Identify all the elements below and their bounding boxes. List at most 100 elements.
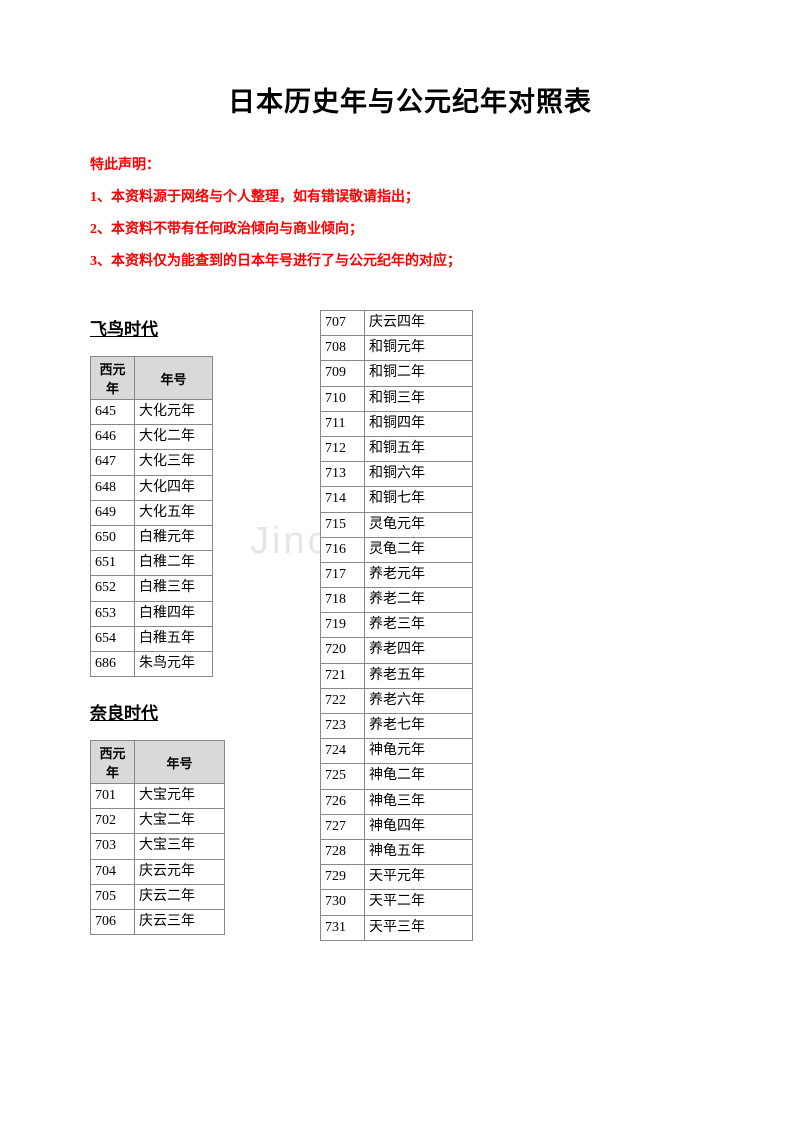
- asuka-table: 西元年 年号 645大化元年646大化二年647大化三年648大化四年649大化…: [90, 356, 213, 677]
- cell-era: 灵龟元年: [365, 512, 473, 537]
- cell-year: 721: [321, 663, 365, 688]
- cell-year: 648: [91, 475, 135, 500]
- cell-year: 713: [321, 462, 365, 487]
- cell-era: 大宝元年: [135, 784, 225, 809]
- table-header-row: 西元年 年号: [91, 741, 225, 784]
- cell-year: 724: [321, 739, 365, 764]
- cell-era: 养老二年: [365, 588, 473, 613]
- cell-era: 天平三年: [365, 915, 473, 940]
- cell-era: 白稚三年: [135, 576, 213, 601]
- cell-era: 大宝三年: [135, 834, 225, 859]
- table-row: 720养老四年: [321, 638, 473, 663]
- cell-era: 大化五年: [135, 500, 213, 525]
- table-row: 645大化元年: [91, 400, 213, 425]
- cell-era: 大化元年: [135, 400, 213, 425]
- cell-year: 726: [321, 789, 365, 814]
- cell-year: 703: [91, 834, 135, 859]
- cell-year: 715: [321, 512, 365, 537]
- table-header-row: 西元年 年号: [91, 357, 213, 400]
- table-row: 706庆云三年: [91, 910, 225, 935]
- cell-era: 和铜三年: [365, 386, 473, 411]
- table-row: 717养老元年: [321, 562, 473, 587]
- table-row: 712和铜五年: [321, 436, 473, 461]
- cell-year: 714: [321, 487, 365, 512]
- cell-year: 701: [91, 784, 135, 809]
- cell-year: 730: [321, 890, 365, 915]
- cell-year: 702: [91, 809, 135, 834]
- table-row: 715灵龟元年: [321, 512, 473, 537]
- cell-year: 717: [321, 562, 365, 587]
- cell-year: 712: [321, 436, 365, 461]
- table-row: 721养老五年: [321, 663, 473, 688]
- page-title: 日本历史年与公元纪年对照表: [90, 80, 730, 119]
- cell-year: 705: [91, 884, 135, 909]
- cell-era: 天平元年: [365, 865, 473, 890]
- table-row: 723养老七年: [321, 714, 473, 739]
- declaration-line: 3、本资料仅为能查到的日本年号进行了与公元纪年的对应；: [90, 250, 730, 270]
- nara-table-2: 707庆云四年708和铜元年709和铜二年710和铜三年711和铜四年712和铜…: [320, 310, 473, 941]
- cell-year: 728: [321, 839, 365, 864]
- cell-era: 庆云四年: [365, 311, 473, 336]
- table-row: 725神龟二年: [321, 764, 473, 789]
- cell-year: 707: [321, 311, 365, 336]
- cell-era: 白稚二年: [135, 551, 213, 576]
- cell-year: 710: [321, 386, 365, 411]
- table-row: 716灵龟二年: [321, 537, 473, 562]
- cell-era: 大化三年: [135, 450, 213, 475]
- table-row: 724神龟元年: [321, 739, 473, 764]
- cell-year: 654: [91, 626, 135, 651]
- table-row: 713和铜六年: [321, 462, 473, 487]
- cell-year: 646: [91, 425, 135, 450]
- table-row: 711和铜四年: [321, 411, 473, 436]
- cell-year: 716: [321, 537, 365, 562]
- declaration-line: 2、本资料不带有任何政治倾向与商业倾向；: [90, 218, 730, 238]
- cell-year: 653: [91, 601, 135, 626]
- declaration-header: 特此声明：: [90, 154, 730, 174]
- nara-table-1: 西元年 年号 701大宝元年702大宝二年703大宝三年704庆云元年705庆云…: [90, 740, 225, 935]
- table-row: 708和铜元年: [321, 336, 473, 361]
- cell-year: 708: [321, 336, 365, 361]
- cell-era: 白稚元年: [135, 525, 213, 550]
- cell-year: 725: [321, 764, 365, 789]
- table-row: 730天平二年: [321, 890, 473, 915]
- cell-year: 686: [91, 651, 135, 676]
- cell-era: 灵龟二年: [365, 537, 473, 562]
- cell-era: 和铜五年: [365, 436, 473, 461]
- cell-year: 706: [91, 910, 135, 935]
- cell-era: 神龟四年: [365, 814, 473, 839]
- cell-era: 朱鸟元年: [135, 651, 213, 676]
- table-row: 719养老三年: [321, 613, 473, 638]
- table-row: 707庆云四年: [321, 311, 473, 336]
- content-wrapper: 飞鸟时代 西元年 年号 645大化元年646大化二年647大化三年648大化四年…: [90, 315, 730, 963]
- cell-year: 720: [321, 638, 365, 663]
- cell-year: 645: [91, 400, 135, 425]
- table-row: 649大化五年: [91, 500, 213, 525]
- table-row: 722养老六年: [321, 688, 473, 713]
- cell-year: 649: [91, 500, 135, 525]
- table-row: 726神龟三年: [321, 789, 473, 814]
- left-column: 飞鸟时代 西元年 年号 645大化元年646大化二年647大化三年648大化四年…: [90, 315, 225, 957]
- table-row: 718养老二年: [321, 588, 473, 613]
- cell-year: 647: [91, 450, 135, 475]
- cell-era: 庆云二年: [135, 884, 225, 909]
- table-row: 728神龟五年: [321, 839, 473, 864]
- cell-era: 养老七年: [365, 714, 473, 739]
- header-year: 西元年: [91, 357, 135, 400]
- table-row: 727神龟四年: [321, 814, 473, 839]
- cell-era: 神龟二年: [365, 764, 473, 789]
- cell-era: 大化四年: [135, 475, 213, 500]
- cell-era: 养老元年: [365, 562, 473, 587]
- header-year: 西元年: [91, 741, 135, 784]
- nara-era-title: 奈良时代: [90, 699, 225, 724]
- cell-era: 养老六年: [365, 688, 473, 713]
- cell-era: 和铜七年: [365, 487, 473, 512]
- cell-era: 和铜元年: [365, 336, 473, 361]
- cell-year: 718: [321, 588, 365, 613]
- cell-era: 庆云元年: [135, 859, 225, 884]
- cell-year: 727: [321, 814, 365, 839]
- cell-era: 和铜六年: [365, 462, 473, 487]
- cell-year: 711: [321, 411, 365, 436]
- table-row: 650白稚元年: [91, 525, 213, 550]
- cell-era: 养老四年: [365, 638, 473, 663]
- cell-era: 神龟五年: [365, 839, 473, 864]
